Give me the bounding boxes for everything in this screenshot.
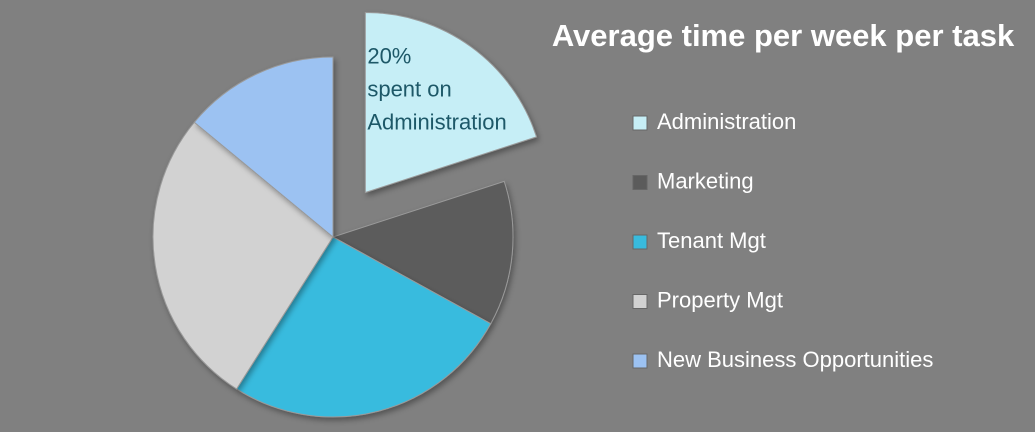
pie-slice xyxy=(364,12,538,194)
annotation-line: spent on xyxy=(367,76,451,101)
legend-label: New Business Opportunities xyxy=(657,347,933,372)
pie-slice xyxy=(331,180,514,325)
pie-slice xyxy=(193,56,334,239)
legend-swatch xyxy=(632,115,648,131)
pie-slice xyxy=(152,121,334,390)
legend-label: Administration xyxy=(657,109,796,134)
legend-swatch xyxy=(632,175,648,190)
legend-swatch xyxy=(632,353,648,369)
legend-swatch xyxy=(632,294,648,309)
legend-label: Marketing xyxy=(657,168,754,193)
data-label: 20% xyxy=(367,43,411,68)
chart-title: Average time per week per task xyxy=(552,18,1015,53)
legend-label: Tenant Mgt xyxy=(657,228,766,253)
annotation-line: Administration xyxy=(367,109,506,134)
pie-slice xyxy=(235,236,492,418)
legend-label: Property Mgt xyxy=(657,287,783,312)
legend-swatch xyxy=(632,234,648,250)
data-label-annotation: spent on Administration xyxy=(367,76,506,134)
